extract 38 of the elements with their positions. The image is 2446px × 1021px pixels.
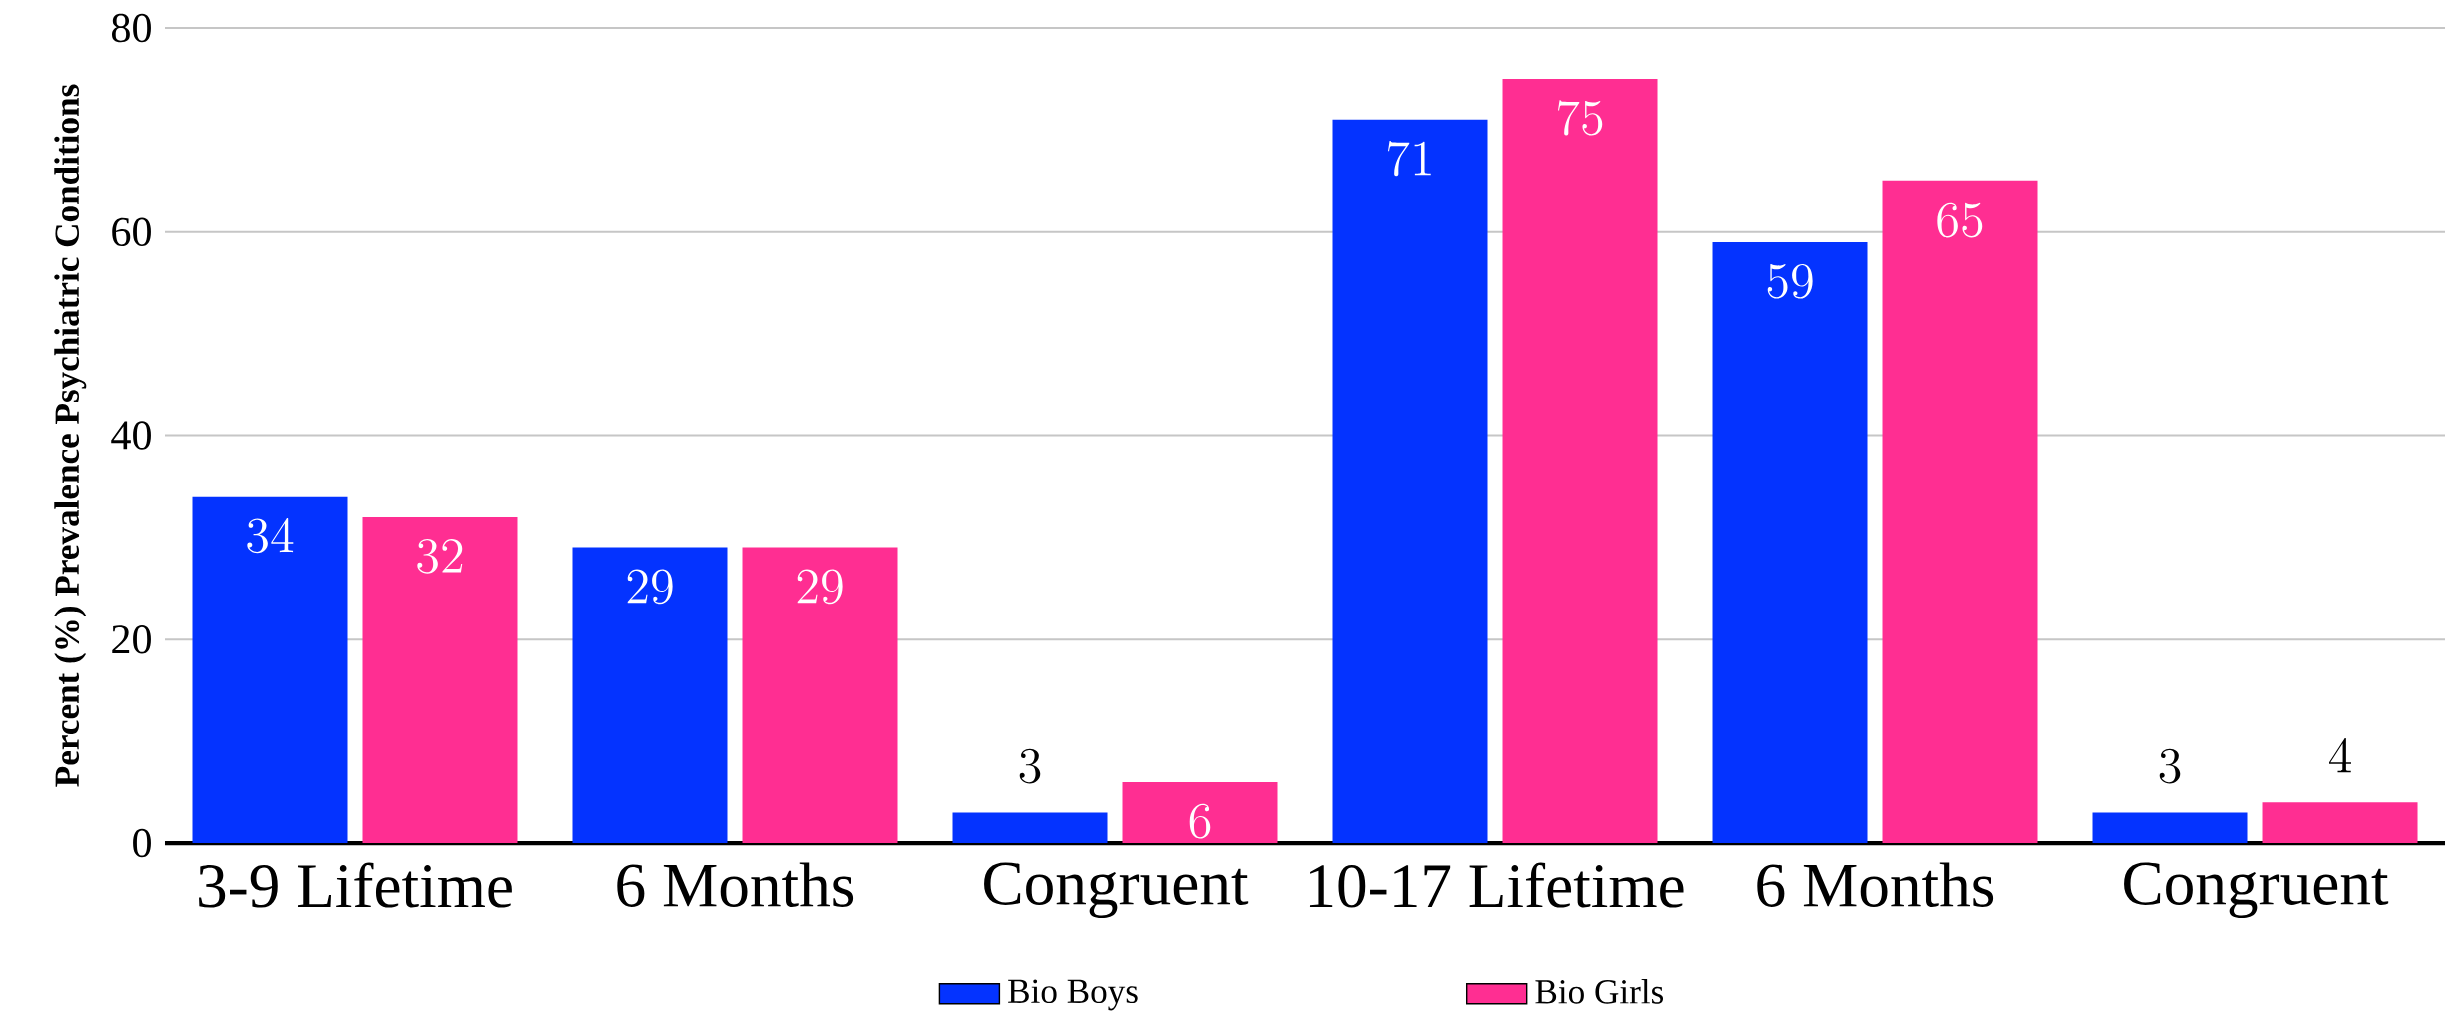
y-tick-label: 20	[112, 625, 151, 654]
x-tick-label: Congruent	[2124, 862, 2389, 919]
data-label: 3	[2159, 748, 2181, 784]
data-label: 59	[1767, 263, 1813, 299]
bar	[952, 812, 1108, 844]
y-tick-label: 0	[133, 828, 151, 858]
y-tick-label: 40	[111, 421, 151, 450]
data-label: 32	[417, 538, 463, 574]
data-label: 6	[1189, 803, 1211, 839]
data-label: 3	[1019, 748, 1041, 784]
data-label: 65	[1937, 202, 1983, 238]
y-tick-label: 60	[112, 217, 151, 246]
y-axis-title: Percent (%) Prevalence Psychiatric Conditions	[54, 84, 87, 787]
x-tick-label: 6 Months	[617, 862, 854, 907]
data-label: 4	[2329, 738, 2351, 773]
y-tick-label: 80	[112, 13, 151, 43]
x-tick-label: 6 Months	[1757, 862, 1994, 907]
bar	[1882, 180, 2038, 844]
bar	[1502, 78, 1658, 844]
x-tick-label: 3-9 Lifetime	[199, 862, 512, 908]
data-label: 29	[797, 569, 843, 605]
bar	[2262, 802, 2418, 844]
x-tick-label: 10-17 Lifetime	[1309, 862, 1684, 908]
bar	[362, 517, 518, 844]
data-label: 29	[627, 569, 673, 605]
bar	[2092, 812, 2248, 844]
bar	[742, 547, 898, 844]
data-label: 75	[1557, 100, 1603, 136]
bar	[1332, 119, 1488, 844]
legend-label: Bio Boys	[1008, 979, 1138, 1011]
data-label: 71	[1387, 141, 1431, 177]
bar	[1122, 781, 1278, 844]
bar	[192, 496, 348, 844]
legend-label: Bio Girls	[1535, 978, 1664, 1004]
bar	[1712, 241, 1868, 844]
bar	[572, 547, 728, 844]
data-label: 34	[247, 518, 294, 554]
x-tick-label: Congruent	[984, 862, 1249, 919]
